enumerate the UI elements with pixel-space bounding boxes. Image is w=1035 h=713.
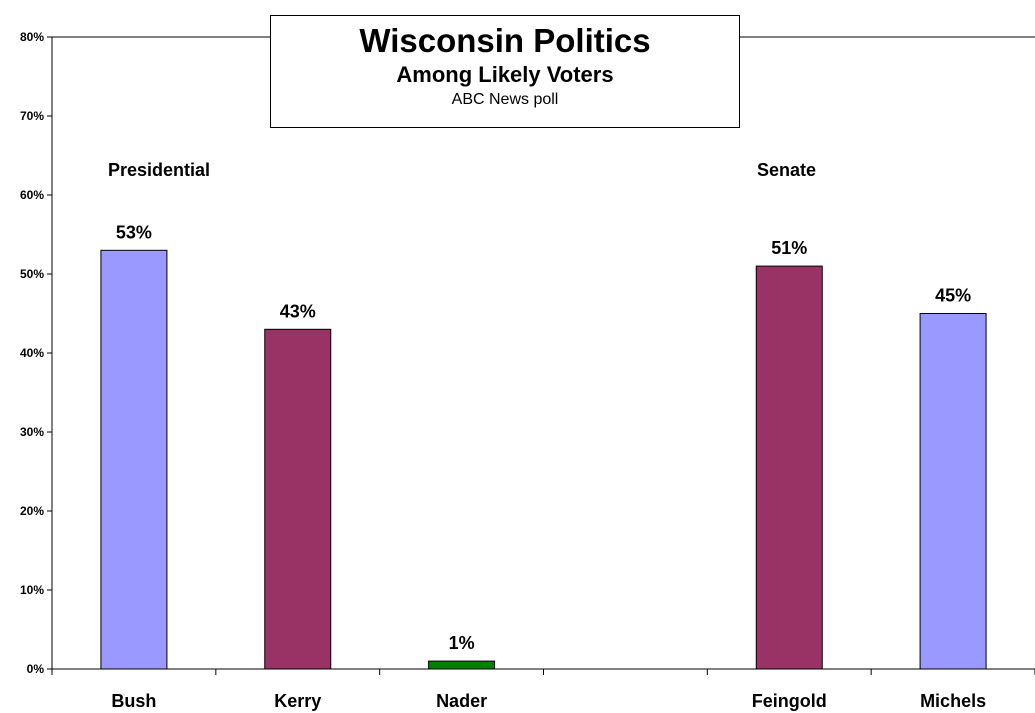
y-tick-label: 10% — [20, 583, 44, 597]
x-tick-label-kerry: Kerry — [274, 691, 321, 711]
x-tick-label-nader: Nader — [436, 691, 487, 711]
group-labels: Presidential Senate — [108, 160, 816, 180]
y-tick-label: 20% — [20, 504, 44, 518]
chart-source: ABC News poll — [451, 91, 559, 108]
data-labels: 53% 43% 1% 51% 45% — [116, 222, 971, 653]
x-tick-label-michels: Michels — [920, 691, 986, 711]
bar-nader — [428, 660, 496, 670]
y-tick-label: 60% — [20, 188, 44, 202]
data-label-kerry: 43% — [280, 301, 316, 321]
y-tick-label: 50% — [20, 267, 44, 281]
y-axis: 0% 10% 20% 30% 40% 50% 60% 70% 80% — [20, 30, 53, 676]
chart-subtitle: Among Likely Voters — [396, 62, 614, 87]
y-tick-label: 30% — [20, 425, 44, 439]
data-label-nader: 1% — [449, 633, 475, 653]
data-label-michels: 45% — [935, 286, 971, 306]
bar-bush — [100, 249, 168, 670]
data-label-bush: 53% — [116, 222, 152, 242]
group-label-presidential: Presidential — [108, 160, 210, 180]
data-label-feingold: 51% — [771, 238, 807, 258]
group-label-senate: Senate — [757, 160, 816, 180]
bar-feingold — [755, 265, 823, 670]
x-tick-label-feingold: Feingold — [752, 691, 827, 711]
y-tick-label: 70% — [20, 109, 44, 123]
x-axis: Bush Kerry Nader Feingold Michels — [51, 668, 1035, 711]
y-tick-label: 80% — [20, 30, 44, 44]
bars — [100, 249, 987, 670]
bar-kerry — [264, 328, 332, 670]
chart-title: Wisconsin Politics — [359, 22, 651, 59]
y-tick-label: 0% — [27, 662, 45, 676]
x-tick-label-bush: Bush — [111, 691, 156, 711]
bar-michels — [919, 313, 987, 670]
y-tick-label: 40% — [20, 346, 44, 360]
chart-title-box: Wisconsin Politics Among Likely Voters A… — [270, 15, 740, 128]
